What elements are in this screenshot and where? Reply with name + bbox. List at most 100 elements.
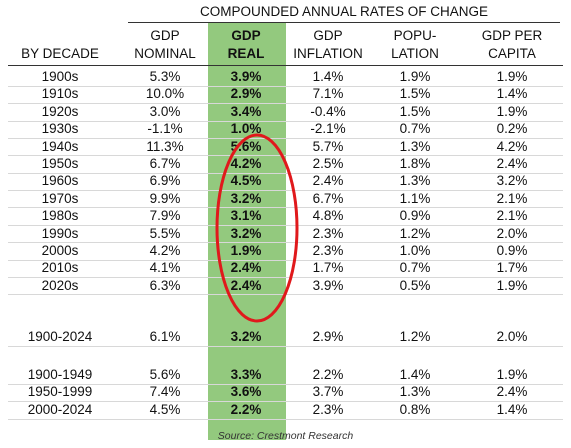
cell: 1.0% <box>230 121 262 137</box>
cell: 6.9% <box>149 173 181 189</box>
cell: 2.4% <box>312 173 344 189</box>
column-header: GDP <box>231 28 261 43</box>
cell: 1.1% <box>399 190 431 206</box>
cell: 1.7% <box>496 260 528 276</box>
cell: 5.5% <box>149 225 181 241</box>
row-divider <box>8 260 563 261</box>
row-label: 1980s <box>41 208 79 224</box>
column-header: POPU- <box>393 28 437 43</box>
cell: 4.5% <box>230 173 262 189</box>
cell: -1.1% <box>147 121 183 137</box>
cell: 3.1% <box>230 208 262 224</box>
cell: 5.7% <box>312 138 344 154</box>
row-label: 1900-1949 <box>27 367 93 382</box>
cell: 3.3% <box>230 367 262 382</box>
group-underline <box>128 22 560 23</box>
cell: 1.9% <box>230 243 262 258</box>
cell: 4.2% <box>496 138 528 154</box>
row-label: 2010s <box>41 260 79 276</box>
column-header: NOMINAL <box>134 46 196 61</box>
cell: 0.5% <box>399 277 431 293</box>
cell: 1.5% <box>399 86 431 102</box>
row-divider <box>8 121 563 122</box>
cell: 1.0% <box>399 243 431 258</box>
row-divider <box>8 138 563 139</box>
row-label: 2000-2024 <box>27 401 93 417</box>
row-label: 1900-2024 <box>27 329 93 344</box>
row-label: 1960s <box>41 173 79 189</box>
cell: 6.7% <box>312 190 344 206</box>
column-header: CAPITA <box>488 46 536 61</box>
cell: 1.8% <box>399 156 431 171</box>
row-label: 1950-1999 <box>27 384 93 400</box>
cell: 2.4% <box>496 156 528 171</box>
row-divider <box>8 190 563 191</box>
cell: 1.9% <box>496 103 528 119</box>
cell: 1.3% <box>399 138 431 154</box>
cell: 1.4% <box>312 69 344 84</box>
cell: 1.4% <box>496 401 528 417</box>
cell: 2.9% <box>230 86 262 102</box>
cell: 6.1% <box>149 329 181 344</box>
cell: -2.1% <box>310 121 346 137</box>
cell: 1.2% <box>399 329 431 344</box>
cell: 2.2% <box>312 367 344 382</box>
cell: 5.6% <box>149 367 181 382</box>
cell: 6.3% <box>149 277 181 293</box>
cell: 1.9% <box>496 367 528 382</box>
row-divider <box>8 173 563 174</box>
cell: 2.0% <box>496 225 528 241</box>
cell: 7.1% <box>312 86 344 102</box>
cell: 1.4% <box>399 367 431 382</box>
cell: 0.7% <box>399 121 431 137</box>
cell: 2.4% <box>230 277 262 293</box>
cell: 11.3% <box>146 138 184 154</box>
row-divider <box>8 225 563 226</box>
column-header: INFLATION <box>293 46 363 61</box>
cell: 0.9% <box>496 243 528 258</box>
cell: 2.1% <box>496 190 528 206</box>
column-header: GDP <box>313 28 343 43</box>
column-header: REAL <box>227 46 265 61</box>
cell: 5.3% <box>149 69 181 84</box>
cell: 1.4% <box>496 86 528 102</box>
row-divider <box>8 346 563 347</box>
cell: 2.3% <box>312 225 344 241</box>
column-header: BY DECADE <box>21 46 99 61</box>
cell: 2.2% <box>230 401 262 417</box>
row-divider <box>8 207 563 208</box>
row-divider <box>8 401 563 402</box>
cell: 1.9% <box>496 277 528 293</box>
cell: 1.3% <box>399 173 431 189</box>
cell: 6.7% <box>149 156 181 171</box>
cell: 0.7% <box>399 260 431 276</box>
cell: 4.2% <box>230 156 262 171</box>
cell: 7.4% <box>149 384 181 400</box>
header-underline <box>8 65 563 66</box>
cell: 4.5% <box>149 401 181 417</box>
row-divider <box>8 277 563 278</box>
row-label: 2000s <box>41 243 79 258</box>
cell: 2.0% <box>496 329 528 344</box>
column-header: GDP <box>150 28 180 43</box>
row-divider <box>8 419 563 420</box>
cell: 2.1% <box>496 208 528 224</box>
row-label: 1940s <box>41 138 79 154</box>
cell: 7.9% <box>149 208 181 224</box>
row-label: 1950s <box>41 156 79 171</box>
cell: 3.7% <box>312 384 344 400</box>
cell: -0.4% <box>310 103 346 119</box>
row-label: 1930s <box>41 121 79 137</box>
cell: 4.1% <box>149 260 181 276</box>
cell: 2.4% <box>230 260 262 276</box>
cell: 3.0% <box>149 103 181 119</box>
row-label: 1900s <box>41 69 79 84</box>
cell: 0.8% <box>399 401 431 417</box>
cell: 3.2% <box>230 190 262 206</box>
cell: 4.2% <box>149 243 181 258</box>
row-label: 1970s <box>41 190 79 206</box>
cell: 0.9% <box>399 208 431 224</box>
column-header: LATION <box>391 46 439 61</box>
